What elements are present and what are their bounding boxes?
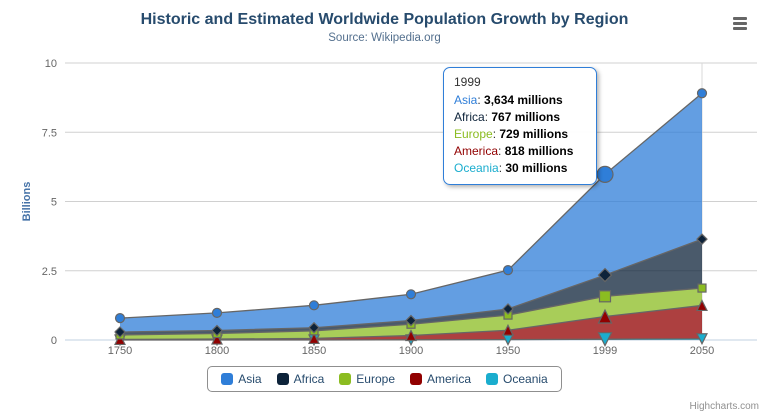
marker-africa[interactable] (308, 321, 320, 334)
marker-america[interactable] (696, 299, 708, 312)
tooltip-row-europe: Europe: 729 millions (454, 126, 586, 143)
marker-america[interactable] (211, 332, 223, 345)
marker-africa[interactable] (597, 267, 613, 283)
legend-swatch-icon (410, 373, 422, 385)
marker-asia[interactable] (596, 165, 614, 184)
tooltip-series-name: Africa (454, 110, 485, 124)
legend-swatch-icon (339, 373, 352, 385)
x-axis-label: 1950 (496, 345, 520, 357)
tooltip-row-asia: Asia: 3,634 millions (454, 92, 586, 109)
chart-subtitle: Source: Wikipedia.org (328, 32, 441, 44)
tooltip-series-value: 767 millions (491, 110, 561, 124)
legend-item-oceania[interactable]: Oceania (486, 372, 548, 386)
legend-label: Asia (238, 372, 262, 386)
marker-america[interactable] (502, 323, 514, 336)
marker-africa[interactable] (696, 233, 708, 245)
marker-europe[interactable] (598, 290, 612, 303)
marker-oceania[interactable] (696, 333, 708, 346)
x-axis-label: 1999 (593, 345, 617, 357)
tooltip-series-name: Europe (454, 127, 493, 141)
tooltip-series-value: 818 millions (504, 144, 574, 158)
area-asia[interactable] (120, 93, 702, 332)
legend-item-america[interactable]: America (410, 372, 471, 386)
tooltip-series-value: 30 millions (505, 161, 568, 175)
legend-label: America (427, 372, 472, 386)
tooltip: 1999 Asia: 3,634 millions Africa: 767 mil… (443, 67, 597, 185)
legend-swatch-icon (221, 373, 234, 385)
hamburger-menu-icon (733, 17, 747, 20)
area-america[interactable] (120, 305, 702, 340)
tooltip-separator: : (492, 127, 500, 141)
hamburger-menu-icon (733, 22, 747, 25)
credits-link[interactable]: Highcharts.com (689, 401, 759, 412)
y-axis-label: 7.5 (42, 127, 57, 139)
tooltip-row-oceania: Oceania: 30 millions (454, 160, 586, 177)
tooltip-separator: : (477, 93, 485, 107)
x-axis-label: 1900 (399, 345, 423, 357)
marker-america[interactable] (405, 329, 417, 342)
legend-item-europe[interactable]: Europe (339, 372, 395, 386)
context-menu-button[interactable] (733, 17, 747, 32)
tooltip-separator: : (484, 110, 492, 124)
y-axis-label: 10 (45, 58, 57, 70)
marker-asia[interactable] (308, 300, 320, 311)
marker-asia[interactable] (114, 312, 126, 324)
y-axis-label: 5 (51, 197, 57, 209)
tooltip-series-name: Oceania (454, 161, 499, 175)
tooltip-series-value: 3,634 millions (484, 93, 563, 107)
x-axis-label: 1750 (108, 345, 132, 357)
marker-asia[interactable] (696, 88, 708, 99)
area-africa[interactable] (120, 239, 702, 335)
legend-swatch-icon (486, 373, 499, 385)
tooltip-separator: : (498, 144, 505, 158)
tooltip-row-africa: Africa: 767 millions (454, 109, 586, 126)
tooltip-series-value: 729 millions (499, 127, 569, 141)
legend: Asia Africa Europe America Oceania (207, 366, 562, 392)
legend-wrap: Asia Africa Europe America Oceania (0, 366, 769, 392)
y-axis-label: 0 (51, 335, 57, 347)
marker-america[interactable] (597, 308, 613, 324)
tooltip-rows: Asia: 3,634 millions Africa: 767 millions… (454, 92, 586, 177)
tooltip-series-name: America (454, 144, 499, 158)
legend-item-africa[interactable]: Africa (276, 372, 325, 386)
legend-label: Oceania (503, 372, 548, 386)
tooltip-header: 1999 (454, 75, 481, 89)
marker-africa[interactable] (211, 324, 223, 337)
marker-africa[interactable] (114, 326, 126, 338)
x-axis-label: 1800 (205, 345, 229, 357)
legend-label: Africa (293, 372, 325, 386)
marker-europe[interactable] (697, 283, 707, 293)
legend-label: Europe (356, 372, 395, 386)
marker-america[interactable] (308, 332, 320, 345)
marker-asia[interactable] (405, 289, 417, 300)
x-axis-label: 1850 (302, 345, 326, 357)
marker-africa[interactable] (502, 303, 514, 315)
marker-asia[interactable] (211, 307, 223, 319)
legend-swatch-icon (276, 373, 289, 385)
marker-africa[interactable] (405, 314, 417, 327)
legend-item-asia[interactable]: Asia (221, 372, 262, 386)
tooltip-series-name: Asia (454, 93, 478, 107)
tooltip-row-america: America: 818 millions (454, 143, 586, 160)
x-axis-label: 2050 (690, 345, 714, 357)
hamburger-menu-icon (733, 27, 747, 30)
y-axis-label: 2.5 (42, 266, 57, 278)
marker-oceania[interactable] (597, 332, 613, 348)
marker-asia[interactable] (502, 265, 514, 276)
tooltip-separator: : (498, 161, 506, 175)
y-axis-title: Billions (21, 182, 33, 222)
chart-title: Historic and Estimated Worldwide Populat… (140, 11, 629, 28)
